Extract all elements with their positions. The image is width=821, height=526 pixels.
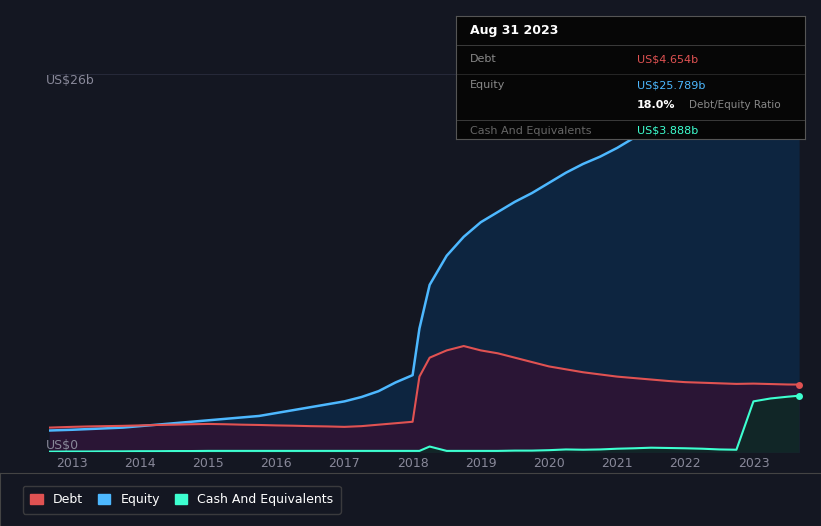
Text: US$3.888b: US$3.888b [637, 126, 699, 136]
Text: Aug 31 2023: Aug 31 2023 [470, 24, 558, 37]
Text: US$26b: US$26b [45, 74, 94, 87]
Text: US$4.654b: US$4.654b [637, 54, 698, 64]
Text: US$25.789b: US$25.789b [637, 80, 705, 90]
Text: Cash And Equivalents: Cash And Equivalents [470, 126, 591, 136]
Text: Debt: Debt [470, 54, 497, 64]
Text: US$0: US$0 [45, 439, 79, 452]
Legend: Debt, Equity, Cash And Equivalents: Debt, Equity, Cash And Equivalents [23, 485, 341, 514]
Text: 18.0%: 18.0% [637, 100, 676, 110]
Text: Debt/Equity Ratio: Debt/Equity Ratio [690, 100, 781, 110]
Text: Equity: Equity [470, 80, 505, 90]
